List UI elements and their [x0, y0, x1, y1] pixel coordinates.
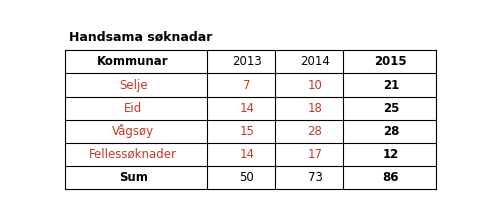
Text: 25: 25 — [382, 102, 398, 114]
Text: 14: 14 — [239, 102, 254, 114]
Text: Fellessøknader: Fellessøknader — [89, 148, 177, 161]
Text: 2014: 2014 — [300, 55, 329, 68]
Text: 2013: 2013 — [231, 55, 261, 68]
Text: 14: 14 — [239, 148, 254, 161]
Text: 73: 73 — [307, 171, 322, 184]
Text: 50: 50 — [239, 171, 254, 184]
Text: 86: 86 — [382, 171, 398, 184]
Text: 17: 17 — [307, 148, 322, 161]
Text: 28: 28 — [307, 125, 322, 138]
Text: 2015: 2015 — [374, 55, 407, 68]
Text: Sum: Sum — [119, 171, 147, 184]
Text: 21: 21 — [382, 79, 398, 92]
Text: Selje: Selje — [119, 79, 147, 92]
Text: 10: 10 — [307, 79, 322, 92]
Text: 18: 18 — [307, 102, 322, 114]
Text: Kommunar: Kommunar — [97, 55, 168, 68]
Text: 15: 15 — [239, 125, 254, 138]
Text: Eid: Eid — [124, 102, 142, 114]
Text: 7: 7 — [243, 79, 250, 92]
Text: Handsama søknadar: Handsama søknadar — [68, 31, 212, 44]
Text: 28: 28 — [382, 125, 398, 138]
Text: 12: 12 — [382, 148, 398, 161]
Text: Vågsøy: Vågsøy — [112, 124, 154, 138]
